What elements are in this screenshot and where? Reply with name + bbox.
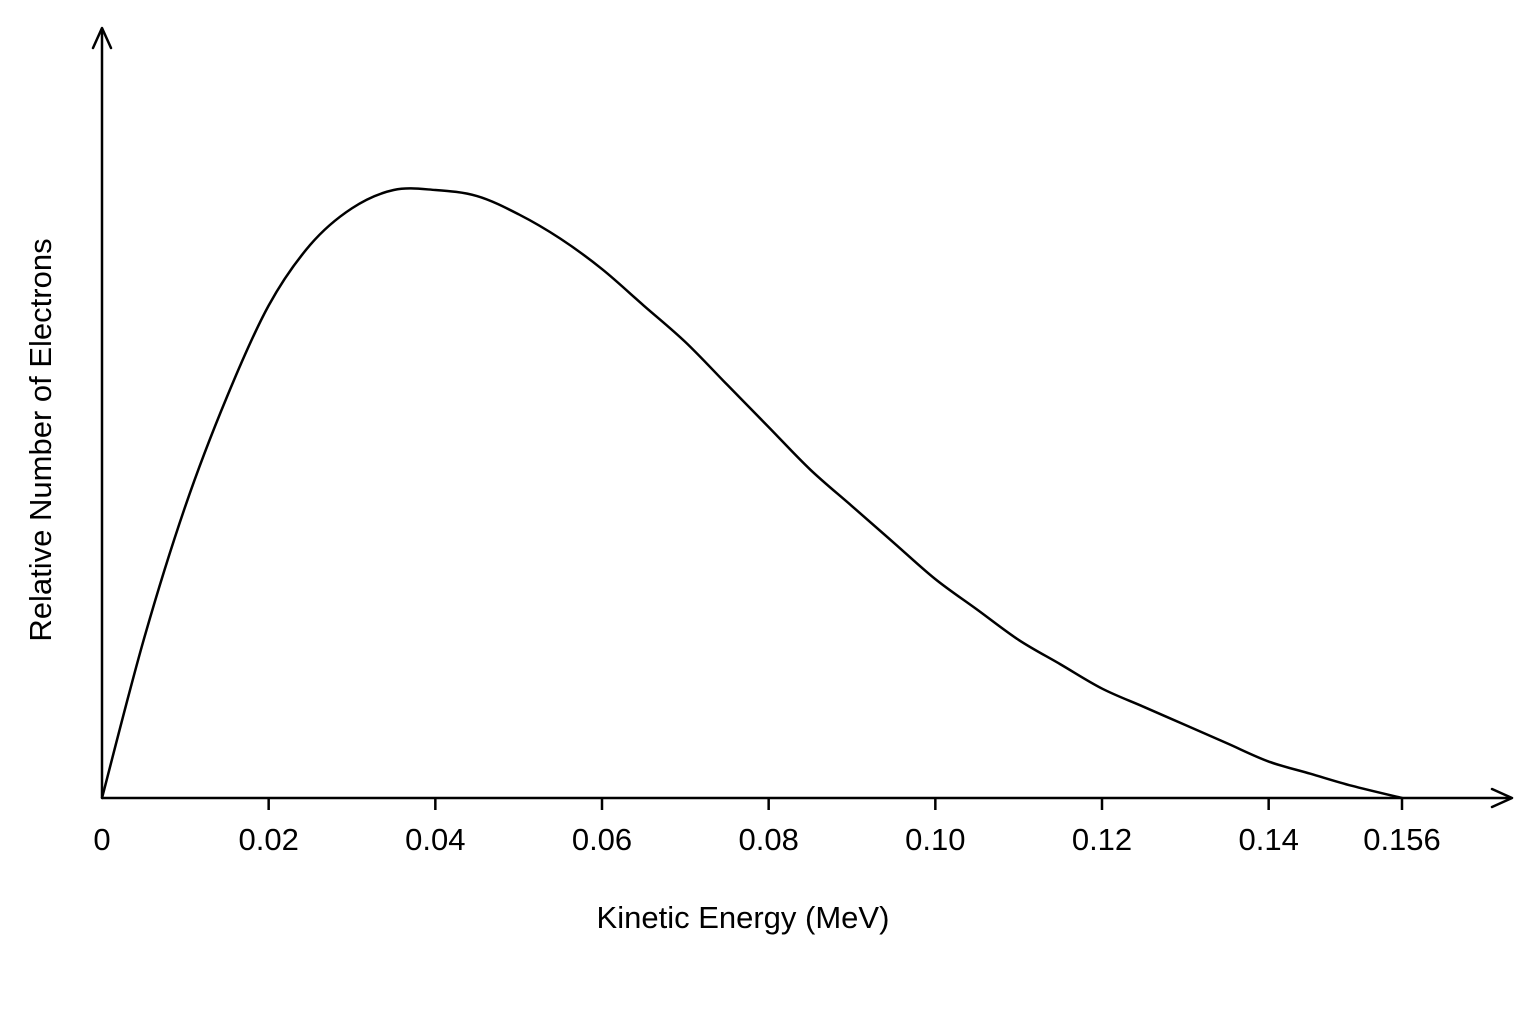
energy-distribution-curve — [100, 187, 1404, 800]
x-tick-label: 0.06 — [572, 822, 632, 857]
y-axis-title: Relative Number of Electrons — [23, 238, 58, 641]
x-axis-title: Kinetic Energy (MeV) — [597, 900, 890, 935]
x-tick-label: 0.14 — [1238, 822, 1298, 857]
x-ticks — [267, 798, 1404, 810]
y-axis-arrow — [91, 26, 113, 50]
x-tick-label: 0.02 — [238, 822, 298, 857]
x-tick-label: 0.10 — [905, 822, 965, 857]
x-tick-label: 0.04 — [405, 822, 465, 857]
x-tick-labels: 0 0.02 0.04 0.06 0.08 0.10 0.12 0.14 0.156 — [93, 822, 1440, 857]
x-axis-arrow — [1490, 787, 1514, 809]
x-tick-label: 0.12 — [1072, 822, 1132, 857]
axes — [91, 26, 1514, 809]
x-tick-label: 0.08 — [738, 822, 798, 857]
x-tick-label: 0.156 — [1363, 822, 1441, 857]
x-tick-label: 0 — [93, 822, 110, 857]
